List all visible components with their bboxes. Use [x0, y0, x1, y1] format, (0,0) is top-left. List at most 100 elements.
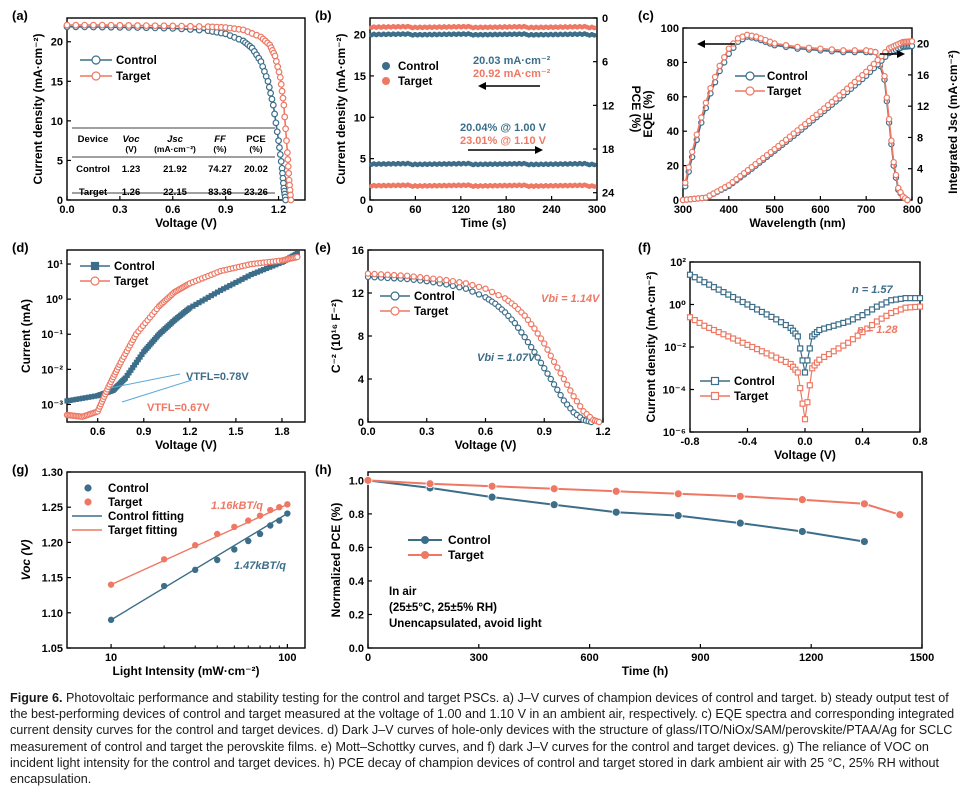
y-axis-tick-label: 1.25: [42, 502, 63, 514]
x-axis-tick-label: 0.0: [360, 426, 375, 438]
y-axis-right-tick-label: 18: [602, 144, 614, 156]
fit-line: [109, 373, 181, 389]
legend-label: Target: [734, 391, 768, 403]
x-axis-title: Wavelength (nm): [749, 216, 845, 230]
data-point-Control: [544, 370, 551, 377]
data-point-Control: [273, 128, 281, 136]
data-point-Control: [537, 359, 545, 367]
data-point-Target: [271, 52, 279, 60]
arrow-left-head: [478, 82, 486, 90]
panel-f: (f) -0.8 -0.4 0.0 0.4 0.8 10⁻⁶ 10⁻⁴ 10⁻² 10⁰ 10² Vo…: [638, 240, 928, 462]
y-axis-tick-label: 10⁰: [46, 294, 63, 306]
data-point-Control: [276, 151, 284, 158]
annotation: VTFL=0.67V: [147, 402, 210, 414]
data-point-Target: [256, 512, 264, 519]
data-point-Target: [364, 270, 372, 277]
legend-marker: [91, 55, 101, 65]
data-point-Target: [573, 398, 581, 405]
data-point-Target Jsc: [870, 60, 878, 68]
y-axis-tick-label: 40: [667, 126, 679, 138]
x-axis-tick-label: 1.2: [595, 426, 610, 438]
y-axis-tick-label: 1.20: [42, 537, 63, 549]
data-point-Target: [531, 325, 538, 332]
y-axis-right-title: Integrated Jsc (mA·cm⁻²): [946, 50, 960, 194]
data-point-Target: [90, 21, 97, 29]
data-point-Target: [191, 542, 199, 549]
data-point-Control: [214, 556, 221, 564]
legend-marker: [382, 62, 390, 70]
data-point-Target: [283, 137, 290, 145]
y-axis-tick-label: 8: [358, 331, 364, 343]
data-point-Control: [541, 365, 548, 372]
y-axis-tick-label: 0.8: [349, 509, 364, 521]
data-point-Target J: [591, 25, 597, 31]
data-point-Target: [284, 156, 292, 163]
arrow-left-head: [697, 40, 705, 48]
y-axis-title: Current density (mA·cm⁻²): [334, 33, 348, 184]
data-point-Target: [160, 556, 168, 563]
x-axis-tick-label: 0.9: [537, 426, 552, 438]
data-point-Target Jsc: [847, 82, 855, 89]
data-point-Target: [403, 272, 411, 279]
data-point-Target: [456, 279, 463, 286]
panel-a: (a) 0.0 0.3 0.6 0.9 1.2 0 5 10 15 20 Voltage (V) Cur…: [12, 8, 306, 230]
y-axis-tick-label: 0.0: [349, 643, 364, 655]
data-point-Target: [541, 340, 548, 347]
y-axis-title: C⁻² (10¹⁶ F⁻²): [329, 299, 343, 373]
data-point-Target: [534, 330, 541, 337]
legend-marker: [710, 376, 720, 386]
data-point-Control: [284, 510, 291, 517]
x-axis-tick-label: 0.9: [136, 426, 151, 438]
x-axis-title: Voltage (V): [155, 438, 217, 452]
table-header: Jsc: [167, 134, 184, 145]
data-point-Target Jsc: [859, 71, 866, 79]
y-axis-tick-label: 4: [358, 374, 365, 386]
annotation: 1.16kBT/q: [211, 500, 263, 512]
y-axis-tick-label: 0: [360, 195, 366, 207]
legend-label: Target fitting: [108, 525, 177, 537]
data-point-Target: [916, 303, 924, 310]
legend-label: Target: [448, 548, 484, 562]
legend-label: Target: [114, 276, 148, 288]
y-axis-tick-label: 10¹: [47, 259, 63, 271]
data-point-Target: [276, 73, 284, 81]
data-point-Control: [276, 517, 283, 524]
y-axis-tick-label: 10⁻¹: [41, 329, 63, 341]
y-axis-tick-label: 10: [51, 116, 63, 128]
data-point-Target: [804, 399, 811, 406]
data-point-Target EQE: [892, 171, 900, 179]
y-axis-tick-label: 1.15: [42, 573, 63, 585]
table-cell: Control: [76, 164, 110, 175]
panel-label: (g): [12, 462, 29, 477]
data-point-Target: [284, 162, 292, 170]
data-point-Target: [462, 280, 470, 287]
legend-marker: [745, 71, 755, 81]
table-cell: 21.92: [163, 164, 187, 175]
data-point-Target EQE: [840, 47, 847, 54]
x-axis-tick-label: 0.4: [855, 436, 871, 448]
data-point-Control: [272, 119, 280, 127]
data-point-Control: [524, 338, 532, 346]
y-axis-tick-label: 20: [51, 37, 63, 49]
data-point-Control: [160, 582, 168, 590]
data-point-Control: [560, 397, 568, 404]
x-axis-tick-label: 600: [580, 652, 598, 664]
panel-label: (d): [12, 240, 29, 255]
table-header: Voc: [122, 134, 140, 145]
panel-h: (h) 0 300 600 900 1200 1500 0.0 0.2 0.4 0.6 0.8 1.0 T…: [315, 462, 934, 678]
y-axis-tick-label: 15: [354, 71, 366, 83]
x-axis-tick-label: 0.3: [419, 426, 434, 438]
data-point-Target EQE: [904, 196, 911, 204]
data-point-Target: [417, 274, 424, 281]
data-point-Target: [278, 87, 286, 95]
data-point-Target Jsc: [874, 56, 881, 64]
data-point-Control: [859, 537, 869, 546]
y-axis-tick-label: 10⁻²: [41, 364, 63, 376]
data-point-Control: [191, 566, 199, 574]
x-axis-tick-label: 0.6: [165, 204, 180, 216]
data-point-Target: [125, 22, 133, 29]
legend-label: Target: [414, 306, 448, 318]
data-point-Target: [287, 196, 295, 204]
data-point-Control: [557, 391, 564, 399]
